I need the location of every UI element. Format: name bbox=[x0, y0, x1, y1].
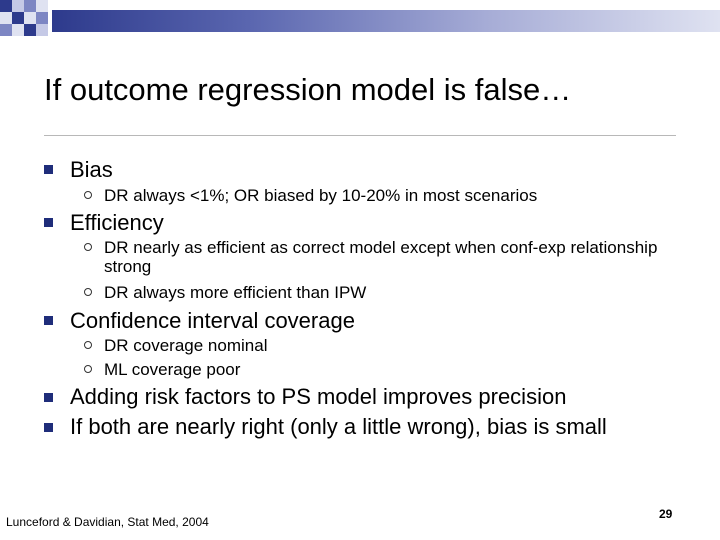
deco-square bbox=[36, 0, 48, 12]
bullet-bias: Bias bbox=[70, 157, 113, 182]
square-bullet-icon bbox=[44, 393, 53, 402]
sub-bullet: DR nearly as efficient as correct model … bbox=[104, 238, 658, 276]
bullet-efficiency: Efficiency bbox=[70, 210, 164, 235]
square-bullet-icon bbox=[44, 423, 53, 432]
deco-square bbox=[12, 24, 24, 36]
circle-bullet-icon bbox=[84, 365, 92, 373]
sub-bullet: DR always more efficient than IPW bbox=[104, 283, 367, 302]
bullet-ci-coverage: Confidence interval coverage bbox=[70, 308, 355, 333]
sub-bullet: ML coverage poor bbox=[104, 360, 241, 379]
deco-square bbox=[36, 12, 48, 24]
page-number: 29 bbox=[659, 507, 673, 521]
circle-bullet-icon bbox=[84, 341, 92, 349]
sub-bullet: DR coverage nominal bbox=[104, 336, 268, 355]
slide-title: If outcome regression model is false… bbox=[44, 72, 572, 107]
square-bullet-icon bbox=[44, 218, 53, 227]
square-bullet-icon bbox=[44, 316, 53, 325]
deco-square bbox=[12, 12, 24, 24]
deco-square bbox=[0, 12, 12, 24]
header-band bbox=[52, 10, 720, 32]
deco-square bbox=[24, 0, 36, 12]
deco-square bbox=[24, 12, 36, 24]
deco-square bbox=[36, 24, 48, 36]
circle-bullet-icon bbox=[84, 288, 92, 296]
bullet-risk-factors: Adding risk factors to PS model improves… bbox=[70, 384, 567, 409]
deco-square bbox=[0, 24, 12, 36]
deco-square bbox=[24, 24, 36, 36]
citation-footer: Lunceford & Davidian, Stat Med, 2004 bbox=[6, 515, 209, 529]
sub-bullet: DR always <1%; OR biased by 10-20% in mo… bbox=[104, 186, 538, 205]
deco-square bbox=[12, 0, 24, 12]
square-bullet-icon bbox=[44, 165, 53, 174]
circle-bullet-icon bbox=[84, 243, 92, 251]
title-divider bbox=[44, 135, 676, 136]
header-decoration bbox=[0, 0, 720, 40]
circle-bullet-icon bbox=[84, 191, 92, 199]
bullet-both-right: If both are nearly right (only a little … bbox=[70, 414, 607, 439]
deco-square bbox=[0, 0, 12, 12]
